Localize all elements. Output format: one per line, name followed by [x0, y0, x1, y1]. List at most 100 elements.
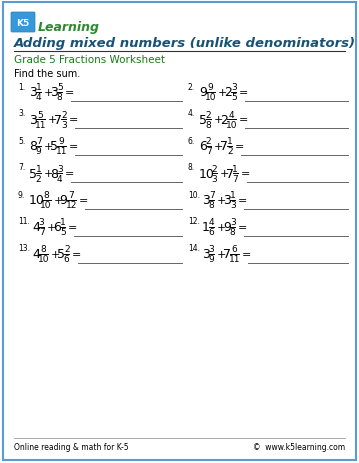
Text: 8: 8 [50, 167, 58, 180]
Text: Learning: Learning [38, 21, 100, 34]
Text: 3: 3 [39, 218, 45, 227]
Text: Online reading & math for K-5: Online reading & math for K-5 [14, 443, 129, 451]
Text: 8: 8 [57, 94, 62, 102]
Text: 3: 3 [211, 174, 217, 183]
Text: 12.: 12. [188, 217, 200, 226]
Text: 7: 7 [69, 191, 74, 200]
Text: 7: 7 [54, 113, 62, 126]
Text: 8: 8 [206, 120, 211, 129]
Text: 2: 2 [61, 110, 66, 119]
Text: 5: 5 [231, 94, 237, 102]
Text: 6: 6 [53, 221, 61, 234]
Text: 8: 8 [41, 245, 46, 254]
Text: +: + [214, 142, 224, 152]
Text: 2: 2 [211, 164, 217, 173]
Text: Adding mixed numbers (unlike denominators): Adding mixed numbers (unlike denominator… [14, 38, 356, 50]
Text: 5: 5 [50, 140, 58, 153]
Text: +: + [44, 88, 53, 98]
Text: 9: 9 [209, 255, 214, 264]
Text: 7: 7 [220, 140, 228, 153]
Text: +: + [217, 195, 227, 206]
Text: 5: 5 [57, 83, 62, 92]
Text: 3: 3 [29, 113, 37, 126]
Text: 3.: 3. [18, 109, 25, 118]
Text: 5: 5 [57, 248, 65, 261]
Text: Find the sum.: Find the sum. [14, 69, 80, 79]
Text: 1: 1 [227, 137, 233, 146]
Text: +: + [44, 169, 53, 179]
Text: 11: 11 [229, 255, 241, 264]
Text: +: + [217, 250, 227, 259]
Text: =: = [235, 142, 244, 152]
Text: 3: 3 [223, 194, 231, 207]
Text: 8: 8 [209, 201, 214, 210]
Text: 3: 3 [209, 245, 214, 254]
Text: 10: 10 [29, 194, 45, 207]
Text: +: + [51, 250, 61, 259]
Text: 7: 7 [232, 174, 238, 183]
Text: =: = [239, 88, 249, 98]
Text: 11: 11 [35, 120, 46, 129]
Text: 7: 7 [206, 147, 211, 156]
Text: 7: 7 [226, 167, 234, 180]
Text: =: = [69, 115, 79, 125]
Text: 10: 10 [199, 167, 215, 180]
Text: 9: 9 [208, 83, 214, 92]
Text: =: = [65, 88, 75, 98]
Text: 3: 3 [202, 248, 210, 261]
Text: 3: 3 [202, 194, 210, 207]
Text: 5.: 5. [18, 136, 25, 145]
Text: 7: 7 [39, 228, 45, 237]
Text: +: + [47, 223, 56, 232]
FancyBboxPatch shape [11, 13, 35, 33]
Text: 8: 8 [29, 140, 37, 153]
Text: 3: 3 [231, 83, 237, 92]
Text: 6: 6 [199, 140, 207, 153]
Text: 12: 12 [66, 201, 77, 210]
Text: 10: 10 [41, 201, 52, 210]
Text: 4.: 4. [188, 109, 195, 118]
Text: 11: 11 [56, 147, 67, 156]
Text: 9: 9 [59, 137, 65, 146]
Text: 2: 2 [206, 137, 211, 146]
Text: +: + [44, 142, 53, 152]
Text: 4: 4 [32, 248, 40, 261]
Text: 5: 5 [29, 167, 37, 180]
Text: 2.: 2. [188, 82, 195, 91]
Text: 1: 1 [232, 164, 238, 173]
Text: 1: 1 [36, 164, 42, 173]
Text: 5: 5 [199, 113, 207, 126]
Text: 8.: 8. [188, 163, 195, 172]
Text: 4: 4 [36, 94, 41, 102]
Text: 1: 1 [60, 218, 66, 227]
Text: 7: 7 [209, 191, 214, 200]
Text: 3: 3 [29, 86, 37, 99]
Text: 14.: 14. [188, 244, 200, 253]
Text: =: = [239, 115, 249, 125]
Text: 1: 1 [230, 191, 236, 200]
Text: 3: 3 [57, 164, 62, 173]
Text: =: = [69, 142, 79, 152]
Text: 13.: 13. [18, 244, 30, 253]
Text: 10.: 10. [188, 190, 200, 199]
Text: +: + [217, 223, 227, 232]
Text: 7: 7 [36, 137, 42, 146]
Text: =: = [238, 195, 248, 206]
Text: 7.: 7. [18, 163, 25, 172]
Text: 5: 5 [60, 228, 66, 237]
Text: =: = [238, 223, 248, 232]
Text: 4: 4 [57, 174, 62, 183]
Text: 7: 7 [223, 248, 231, 261]
Text: +: + [48, 115, 57, 125]
Text: 9: 9 [223, 221, 231, 234]
Text: 4: 4 [229, 110, 234, 119]
Text: 4: 4 [32, 221, 40, 234]
Text: 6: 6 [232, 245, 238, 254]
Text: 1: 1 [36, 83, 42, 92]
Text: 3: 3 [50, 86, 58, 99]
Text: +: + [220, 169, 229, 179]
Text: 1.: 1. [18, 82, 25, 91]
Text: 4: 4 [209, 218, 214, 227]
Text: 10: 10 [226, 120, 237, 129]
Text: +: + [218, 88, 228, 98]
